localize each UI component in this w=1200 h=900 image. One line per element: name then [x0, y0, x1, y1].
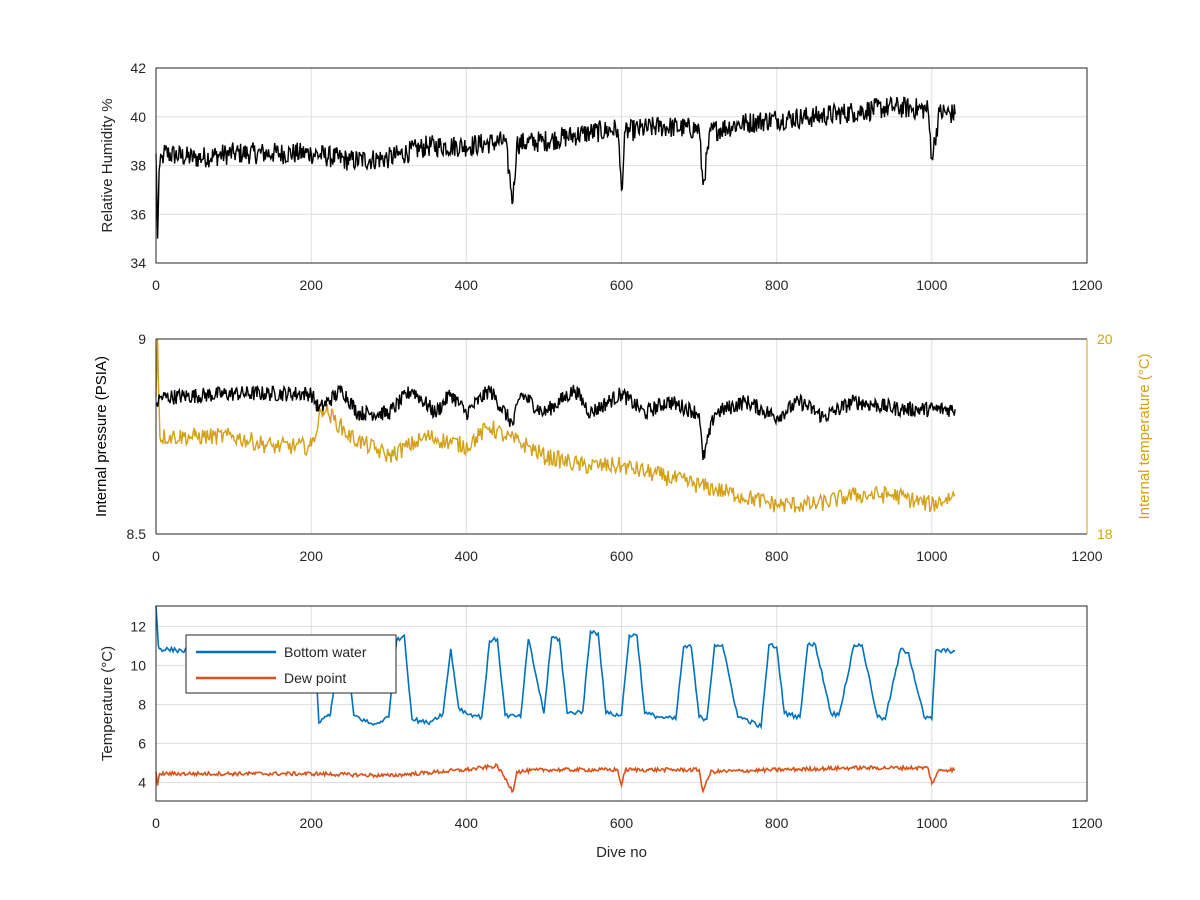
x-tick-label: 400	[455, 277, 479, 293]
y-tick-label: 34	[130, 255, 146, 271]
temperature-axes-box	[155, 605, 1088, 802]
x-tick-label: 1000	[916, 548, 947, 564]
temperature-panel: Bottom water Dew point 0 200 400 600 800…	[99, 605, 1103, 861]
y-tick-label: 38	[130, 158, 146, 174]
rh-axes-box	[155, 67, 1088, 264]
x-tick-label: 1000	[916, 277, 947, 293]
x-tick-label: 800	[765, 548, 789, 564]
temperature-y2-axis-label: Internal temperature (°C)	[1136, 353, 1153, 519]
y-tick-label: 36	[130, 206, 146, 222]
temperature-y-ticks: 4 6 8 10 12	[130, 619, 146, 791]
x-tick-label: 1200	[1071, 277, 1102, 293]
x-tick-label: 200	[300, 548, 324, 564]
x-tick-label: 1200	[1071, 548, 1102, 564]
rh-y-ticks: 34 36 38 40 42	[130, 60, 146, 271]
x-tick-label: 200	[300, 815, 324, 831]
legend-box	[185, 634, 397, 694]
rh-x-ticks: 0 200 400 600 800 1000 1200	[152, 277, 1103, 293]
internal-temperature-series-line	[155, 338, 956, 513]
x-tick-label: 1200	[1071, 815, 1102, 831]
rh-panel: 0 200 400 600 800 1000 1200 34 36 38 40 …	[99, 60, 1103, 293]
legend-bottom-water-label: Bottom water	[284, 644, 367, 660]
y-tick-label: 8	[138, 697, 146, 713]
x-tick-label: 600	[610, 815, 634, 831]
x-tick-label: 0	[152, 277, 160, 293]
x-tick-label: 400	[455, 815, 479, 831]
y-tick-label: 12	[130, 619, 146, 635]
y-tick-label: 9	[138, 331, 146, 347]
y-tick-label: 6	[138, 736, 146, 752]
x-axis-label: Dive no	[596, 844, 647, 861]
x-tick-label: 400	[455, 548, 479, 564]
x-tick-label: 600	[610, 277, 634, 293]
internal-pressure-series-line	[155, 384, 956, 460]
x-tick-label: 800	[765, 277, 789, 293]
temperature-legend: Bottom water Dew point	[185, 634, 397, 694]
dew-point-series-line	[155, 763, 956, 794]
x-tick-label: 1000	[916, 815, 947, 831]
y-tick-label: 8.5	[127, 526, 147, 542]
rh-series-line	[155, 96, 956, 239]
pressure-panel: 0 200 400 600 800 1000 1200 8.5 9 18 20 …	[93, 331, 1153, 564]
legend-dew-point-label: Dew point	[284, 670, 346, 686]
y-tick-label: 10	[130, 658, 146, 674]
pressure-y-axis-label: Internal pressure (PSIA)	[93, 356, 110, 517]
x-tick-label: 800	[765, 815, 789, 831]
y-tick-label: 4	[138, 775, 146, 791]
x-tick-label: 0	[152, 548, 160, 564]
x-tick-label: 600	[610, 548, 634, 564]
y-tick-label: 40	[130, 109, 146, 125]
pressure-x-ticks: 0 200 400 600 800 1000 1200	[152, 548, 1103, 564]
y2-tick-label: 18	[1097, 526, 1113, 542]
rh-grid	[156, 68, 1087, 263]
temperature-x-ticks: 0 200 400 600 800 1000 1200	[152, 815, 1103, 831]
x-tick-label: 0	[152, 815, 160, 831]
y2-tick-label: 20	[1097, 331, 1113, 347]
x-tick-label: 200	[300, 277, 324, 293]
temperature-y-axis-label: Temperature (°C)	[99, 646, 116, 761]
rh-y-axis-label: Relative Humidity %	[99, 98, 116, 232]
y-tick-label: 42	[130, 60, 146, 76]
